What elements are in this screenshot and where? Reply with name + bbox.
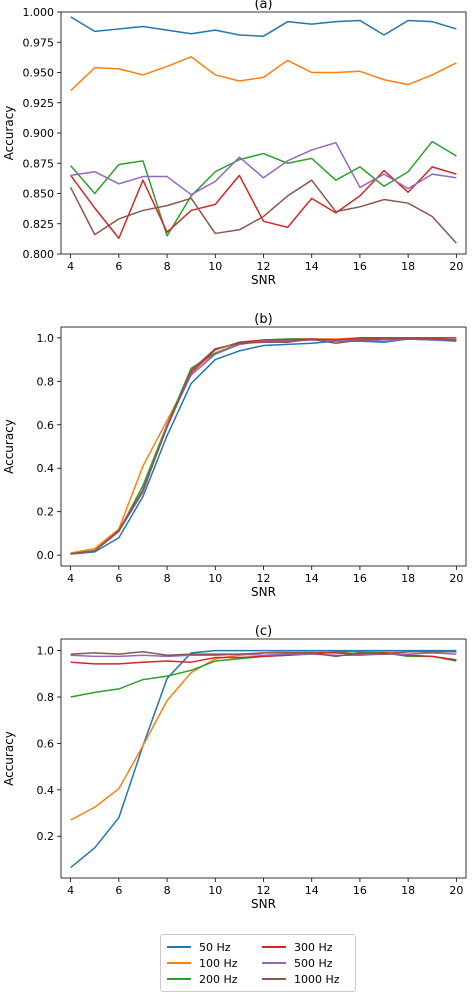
y-tick-label: 1.0 [37,645,55,658]
x-tick-label: 6 [115,572,122,585]
subplot-title: (a) [254,0,272,12]
y-axis-label: Accuracy [2,419,16,474]
x-tick-label: 4 [67,260,74,273]
y-tick-label: 0.4 [37,784,55,797]
x-tick-label: 6 [115,260,122,273]
series-line [70,649,457,869]
y-tick-label: 0.875 [23,157,55,170]
legend-swatch [262,978,286,980]
legend-item: 50 Hz [167,939,262,955]
x-tick-label: 16 [353,884,367,897]
series-line [70,56,457,92]
y-tick-label: 0.8 [37,375,55,388]
x-axis-label: SNR [251,897,276,911]
x-tick-label: 10 [208,884,222,897]
series-line [69,179,457,244]
series-group [69,16,457,244]
legend-swatch [262,962,286,964]
legend-item: 200 Hz [167,971,262,987]
legend-label: 500 Hz [294,956,333,970]
x-tick-label: 20 [449,884,463,897]
x-tick-label: 12 [257,260,271,273]
x-axis-label: SNR [251,273,276,287]
series-line [70,140,457,237]
x-tick-label: 4 [67,572,74,585]
y-tick-label: 0.900 [23,127,55,140]
x-tick-label: 10 [208,260,222,273]
legend-swatch [262,946,286,948]
y-tick-label: 0.975 [23,36,55,49]
y-tick-label: 0.0 [37,549,55,562]
x-tick-label: 10 [208,572,222,585]
y-tick-label: 0.2 [37,506,55,519]
legend-label: 50 Hz [199,940,231,954]
y-tick-label: 0.800 [23,248,55,261]
series-line [70,652,457,658]
series-line [70,651,457,698]
legend: 50 Hz 300 Hz 100 Hz 500 Hz 200 Hz 1000 H… [160,934,356,992]
y-tick-label: 0.825 [23,218,55,231]
series-line [70,651,457,658]
series-line [70,141,457,196]
legend-item: 1000 Hz [262,971,357,987]
legend-swatch [167,946,191,948]
x-tick-label: 18 [401,260,415,273]
legend-item: 100 Hz [167,955,262,971]
y-axis-label: Accuracy [2,731,16,786]
legend-label: 200 Hz [199,972,238,986]
figure: (a) 4 6 8 10 12 14 16 18 20 0.800 0.825 0.850 0.875 0.… [2,0,467,911]
subplot: (c) 4 6 8 10 12 14 16 18 20 0.2 0.4 0.6 0.8 1.0 SNR Accu… [2,624,467,911]
series-line [70,166,457,240]
y-tick-label: 0.950 [23,67,55,80]
x-tick-label: 8 [164,260,171,273]
x-tick-label: 16 [353,572,367,585]
x-tick-label: 8 [164,884,171,897]
x-tick-label: 12 [257,572,271,585]
series-line [70,16,457,37]
y-tick-label: 0.925 [23,97,55,110]
x-tick-label: 18 [401,884,415,897]
x-tick-label: 18 [401,572,415,585]
legend-swatch [167,978,191,980]
x-tick-label: 20 [449,572,463,585]
x-tick-label: 14 [305,884,319,897]
x-tick-label: 14 [305,572,319,585]
subplot-title: (b) [254,312,272,327]
subplot: (b) 4 6 8 10 12 14 16 18 20 0.0 0.2 0.4 0.6 0.8 1.0 SNR A… [2,312,467,599]
series-line [70,651,457,821]
legend-item: 300 Hz [262,939,357,955]
legend-item: 500 Hz [262,955,357,971]
y-tick-label: 0.850 [23,188,55,201]
y-tick-label: 1.0 [37,332,55,345]
x-tick-label: 12 [257,884,271,897]
y-tick-label: 0.6 [37,737,55,750]
y-tick-label: 0.8 [37,691,55,704]
y-tick-label: 0.6 [37,419,55,432]
x-axis-label: SNR [251,585,276,599]
series-group [70,649,457,869]
subplot: (a) 4 6 8 10 12 14 16 18 20 0.800 0.825 0.850 0.875 0.… [2,0,467,287]
x-tick-label: 16 [353,260,367,273]
axes-frame [60,326,467,567]
x-tick-label: 14 [305,260,319,273]
series-line [70,338,457,555]
y-axis-label: Accuracy [2,106,16,161]
series-group [70,337,457,555]
x-tick-label: 6 [115,884,122,897]
series-line [70,338,457,555]
legend-swatch [167,962,191,964]
x-tick-label: 8 [164,572,171,585]
subplot-title: (c) [255,624,272,639]
x-tick-label: 4 [67,884,74,897]
legend-label: 300 Hz [294,940,333,954]
legend-label: 1000 Hz [294,972,340,986]
y-tick-label: 1.000 [23,6,55,19]
legend-label: 100 Hz [199,956,238,970]
axes-frame [60,638,467,879]
y-tick-label: 0.4 [37,462,55,475]
x-tick-label: 20 [449,260,463,273]
y-tick-label: 0.2 [37,830,55,843]
